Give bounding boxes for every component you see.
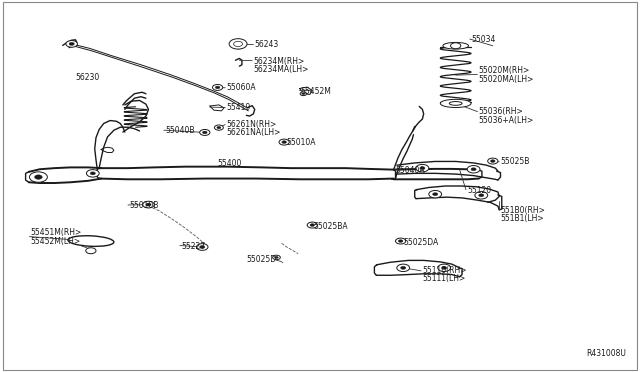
Circle shape — [200, 246, 205, 248]
Circle shape — [438, 264, 451, 272]
Text: 55452M(LH>: 55452M(LH> — [31, 237, 81, 246]
Text: 56234MA(LH>: 56234MA(LH> — [253, 65, 309, 74]
Circle shape — [433, 193, 438, 196]
Circle shape — [420, 167, 425, 170]
Circle shape — [35, 175, 42, 179]
Text: 55451M(RH>: 55451M(RH> — [31, 228, 82, 237]
Circle shape — [234, 41, 243, 46]
Text: 55227: 55227 — [181, 242, 205, 251]
Circle shape — [214, 125, 223, 130]
Text: 55025DA: 55025DA — [403, 238, 438, 247]
Circle shape — [86, 170, 99, 177]
Circle shape — [66, 41, 77, 47]
Circle shape — [229, 39, 247, 49]
Circle shape — [279, 139, 289, 145]
Text: 56261N(RH>: 56261N(RH> — [227, 120, 277, 129]
Circle shape — [302, 93, 305, 94]
Circle shape — [200, 129, 210, 135]
Circle shape — [29, 172, 47, 182]
Circle shape — [146, 203, 151, 206]
Circle shape — [397, 264, 410, 272]
Circle shape — [475, 192, 488, 199]
Circle shape — [398, 240, 403, 243]
Circle shape — [471, 168, 476, 171]
Text: 55110(RH>: 55110(RH> — [422, 266, 467, 275]
Circle shape — [490, 160, 495, 163]
Text: 55025BA: 55025BA — [314, 222, 348, 231]
Text: R431008U: R431008U — [586, 349, 626, 358]
Circle shape — [90, 172, 95, 175]
Circle shape — [217, 126, 221, 129]
Text: 55452M: 55452M — [301, 87, 332, 96]
Circle shape — [86, 248, 96, 254]
Text: 55034: 55034 — [471, 35, 495, 44]
Text: 55025B: 55025B — [500, 157, 530, 166]
Ellipse shape — [449, 102, 462, 105]
Circle shape — [212, 84, 223, 90]
Text: 55040B: 55040B — [165, 126, 195, 135]
Text: 56230: 56230 — [76, 73, 100, 82]
Circle shape — [215, 86, 220, 89]
Circle shape — [416, 164, 429, 172]
Circle shape — [429, 190, 442, 198]
Text: 56234M(RH>: 56234M(RH> — [253, 57, 305, 66]
Text: 55111(LH>: 55111(LH> — [422, 275, 466, 283]
Circle shape — [202, 131, 207, 134]
Text: 55036(RH>: 55036(RH> — [479, 107, 524, 116]
Circle shape — [396, 238, 406, 244]
Ellipse shape — [68, 236, 114, 246]
Text: 55010A: 55010A — [286, 138, 316, 147]
Circle shape — [275, 256, 278, 259]
Circle shape — [310, 224, 315, 227]
Circle shape — [196, 244, 208, 250]
Text: 55419: 55419 — [227, 103, 251, 112]
Circle shape — [300, 92, 307, 96]
Text: 55036+A(LH>: 55036+A(LH> — [479, 116, 534, 125]
Text: 551B1(LH>: 551B1(LH> — [500, 214, 544, 223]
Circle shape — [282, 141, 287, 144]
Text: 551B0(RH>: 551B0(RH> — [500, 206, 545, 215]
Text: 55020MA(LH>: 55020MA(LH> — [479, 75, 534, 84]
Ellipse shape — [440, 99, 471, 108]
Text: 55040A: 55040A — [396, 166, 425, 174]
Circle shape — [479, 194, 484, 197]
Circle shape — [488, 158, 498, 164]
Text: 55120: 55120 — [467, 186, 492, 195]
Circle shape — [467, 166, 480, 173]
Circle shape — [451, 43, 461, 49]
Circle shape — [273, 255, 280, 260]
Circle shape — [69, 42, 74, 45]
Circle shape — [401, 266, 406, 269]
Text: 55060A: 55060A — [227, 83, 256, 92]
Text: 55400: 55400 — [218, 159, 242, 168]
Circle shape — [307, 222, 317, 228]
Circle shape — [143, 201, 154, 208]
Circle shape — [442, 266, 447, 269]
Ellipse shape — [443, 42, 468, 49]
Text: 55020M(RH>: 55020M(RH> — [479, 66, 530, 75]
Text: 56261NA(LH>: 56261NA(LH> — [227, 128, 281, 137]
Text: 55010B: 55010B — [129, 201, 159, 210]
Text: 56243: 56243 — [255, 40, 279, 49]
Text: 55025D: 55025D — [246, 255, 276, 264]
